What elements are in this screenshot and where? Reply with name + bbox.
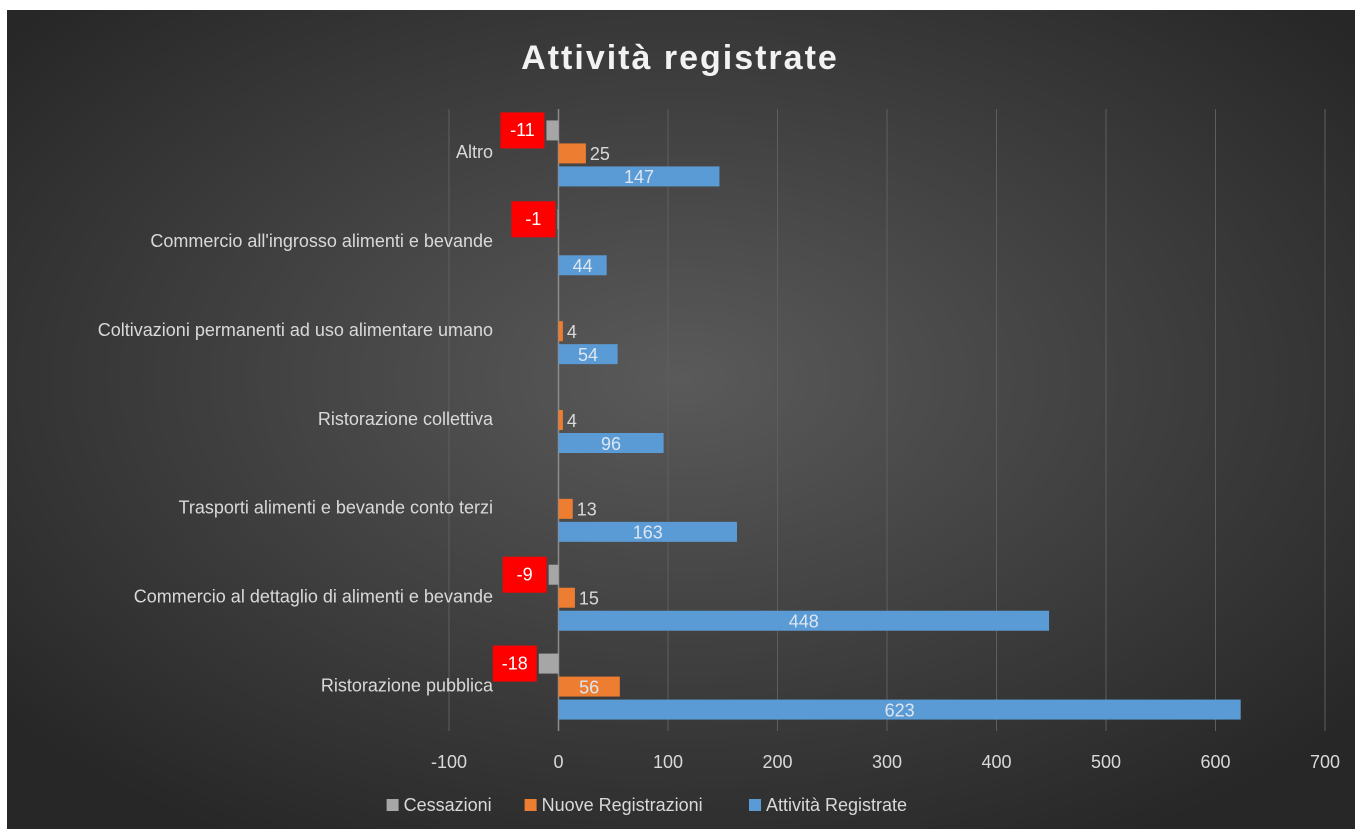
category-label: Trasporti alimenti e bevande conto terzi	[179, 498, 494, 518]
data-label: 163	[633, 523, 663, 543]
bar	[558, 143, 586, 164]
data-label: -9	[517, 564, 533, 584]
bar	[558, 255, 607, 276]
x-tick-label: 200	[762, 752, 792, 772]
chart-background	[7, 10, 1355, 829]
data-label-box	[511, 201, 556, 238]
data-label-box	[492, 645, 537, 682]
data-label: 623	[885, 700, 915, 720]
x-tick-label: 300	[872, 752, 902, 772]
data-label-box	[500, 112, 545, 149]
legend-swatch	[386, 799, 399, 811]
category-label: Ristorazione pubblica	[321, 675, 494, 695]
data-label: 25	[590, 144, 610, 164]
chart-title: Attività registrate	[521, 39, 839, 77]
legend-swatch	[749, 799, 761, 811]
data-label: -11	[510, 120, 535, 140]
data-label: 56	[579, 677, 599, 697]
category-label: Commercio al dettaglio di alimenti e bev…	[134, 586, 493, 606]
legend-label: Nuove Registrazioni	[542, 795, 703, 815]
x-tick-label: 100	[653, 752, 683, 772]
bar	[558, 166, 720, 187]
bar	[558, 521, 737, 542]
x-tick-label: 0	[553, 752, 563, 772]
category-label: Coltivazioni permanenti ad uso alimentar…	[98, 320, 493, 340]
data-label: 4	[567, 411, 577, 431]
x-tick-label: 400	[981, 752, 1011, 772]
data-label: -1	[525, 209, 541, 229]
bar	[558, 676, 620, 697]
bar	[558, 498, 573, 519]
category-label: Altro	[456, 142, 493, 162]
data-label: -18	[502, 653, 528, 673]
data-label-box	[502, 556, 547, 593]
bar	[558, 344, 618, 365]
data-label: 448	[789, 611, 819, 631]
x-tick-label: 700	[1310, 752, 1340, 772]
bar	[558, 321, 563, 342]
data-label: 96	[601, 434, 621, 454]
data-label: 54	[578, 345, 598, 365]
bar	[558, 410, 563, 430]
x-tick-label: 600	[1200, 752, 1230, 772]
data-label: 147	[624, 167, 654, 187]
legend-label: Cessazioni	[404, 795, 492, 815]
bar	[538, 653, 559, 674]
data-label: 44	[573, 256, 593, 276]
bar	[548, 564, 559, 585]
bar	[558, 699, 1241, 720]
data-label: 15	[579, 588, 599, 608]
data-label: 13	[577, 500, 597, 520]
data-label: 4	[567, 322, 577, 342]
bar	[557, 209, 559, 230]
bar	[558, 587, 575, 608]
bar	[546, 120, 559, 141]
category-label: Commercio all'ingrosso alimenti e bevand…	[150, 231, 493, 251]
x-tick-label: -100	[431, 752, 467, 772]
bar	[558, 433, 664, 453]
category-label: Ristorazione collettiva	[318, 409, 494, 429]
bar	[558, 610, 1050, 631]
legend-swatch	[524, 799, 537, 811]
legend-label: Attività Registrate	[766, 795, 907, 815]
x-tick-label: 500	[1091, 752, 1121, 772]
